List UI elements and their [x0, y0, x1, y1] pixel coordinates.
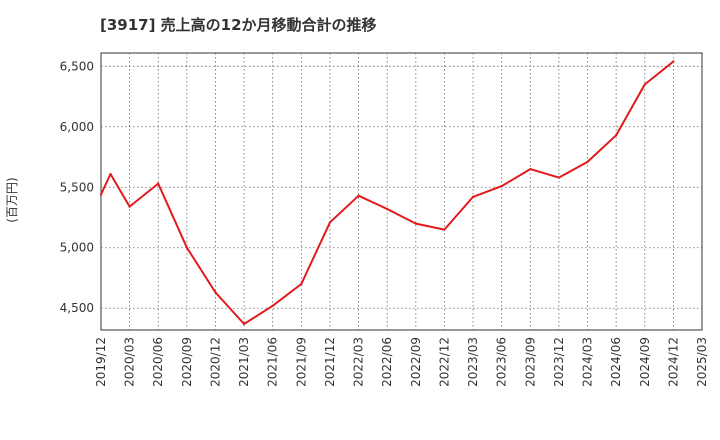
data-point [615, 134, 618, 137]
x-tick-label: 2023/12 [552, 337, 566, 387]
data-point [557, 176, 561, 179]
x-tick-label: 2023/06 [495, 337, 509, 387]
series-layer [99, 60, 675, 326]
data-point [109, 172, 112, 176]
chart-title: [3917] 売上高の12か月移動合計の推移 [100, 16, 377, 34]
plot-area-frame [100, 52, 703, 331]
y-tick-labels: 4,500 5,000 5,500 6,000 6,500 [60, 59, 94, 315]
grid-layer [101, 53, 702, 330]
x-tick-label: 2022/03 [352, 337, 366, 387]
y-tick-label: 5,500 [60, 180, 94, 194]
x-tick-label: 2021/09 [294, 337, 308, 387]
data-point [672, 60, 675, 63]
data-point [443, 228, 446, 231]
y-tick-label: 6,500 [60, 59, 94, 73]
x-tick-label: 2020/09 [180, 337, 194, 387]
data-point [586, 160, 589, 163]
data-point [157, 182, 160, 185]
x-tick-label: 2021/12 [323, 337, 337, 387]
x-tick-label: 2022/09 [409, 337, 423, 387]
y-axis-label: (百万円) [5, 177, 19, 222]
data-point [328, 221, 332, 224]
x-tick-label: 2024/12 [666, 337, 680, 387]
x-tick-labels: 2019/12 2020/03 2020/06 2020/09 2020/12 2021/… [94, 337, 709, 387]
x-tick-label: 2024/09 [638, 337, 652, 387]
x-tick-label: 2025/03 [695, 337, 709, 387]
x-tick-label: 2021/03 [237, 337, 251, 387]
x-tick-label: 2022/06 [380, 337, 394, 387]
data-point [214, 291, 217, 294]
x-tick-label: 2022/12 [437, 337, 451, 387]
data-point [643, 83, 646, 86]
x-tick-label: 2020/12 [208, 337, 222, 387]
x-tick-label: 2021/06 [266, 337, 280, 387]
data-point [471, 195, 475, 198]
data-point [243, 322, 246, 326]
x-tick-label: 2024/06 [609, 337, 623, 387]
series-line [100, 60, 675, 325]
x-tick-label: 2023/03 [466, 337, 480, 387]
y-tick-label: 4,500 [60, 301, 94, 315]
x-tick-label: 2020/03 [123, 337, 137, 387]
data-point [357, 194, 360, 197]
y-tick-label: 5,000 [60, 241, 94, 255]
data-point [128, 205, 131, 208]
x-tick-label: 2023/09 [523, 337, 537, 387]
y-tick-label: 6,000 [60, 120, 94, 134]
data-point [99, 193, 103, 196]
data-point [300, 282, 303, 286]
data-point [500, 185, 503, 188]
x-tick-label: 2020/06 [151, 337, 165, 387]
data-point [529, 168, 532, 171]
x-tick-label: 2019/12 [94, 337, 108, 387]
x-tick-label: 2024/03 [581, 337, 595, 387]
data-point [185, 246, 188, 249]
data-point [386, 207, 389, 211]
data-point [414, 222, 417, 225]
data-point [271, 304, 274, 307]
